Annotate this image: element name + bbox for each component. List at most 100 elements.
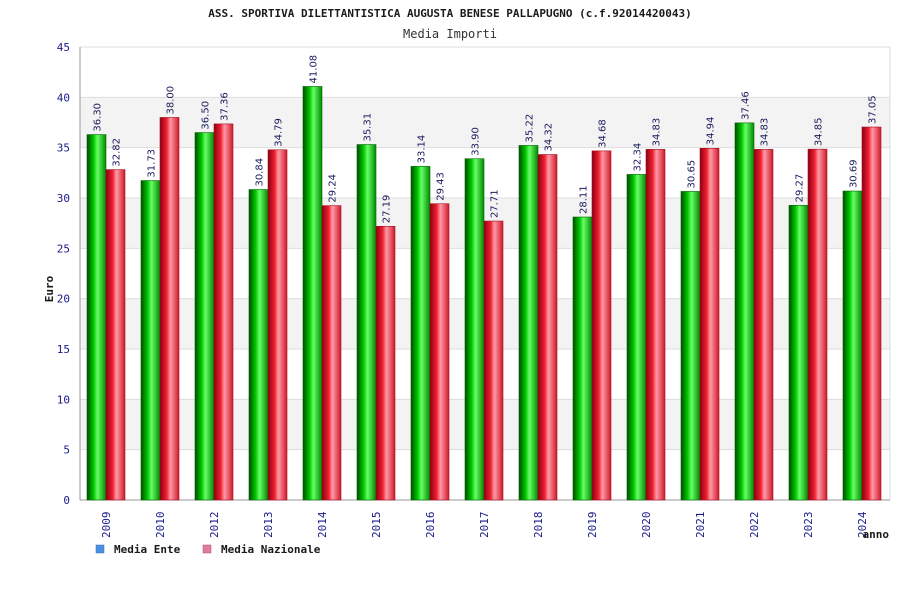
x-tick-label: 2018 <box>532 512 545 539</box>
y-tick-label: 30 <box>57 192 70 205</box>
bar-value-label: 34.85 <box>814 118 825 147</box>
chart-subtitle: Media Importi <box>403 27 497 41</box>
bar-value-label: 33.90 <box>471 127 482 156</box>
bar-media-nazionale <box>483 220 504 501</box>
bar-media-nazionale <box>429 203 450 501</box>
y-tick-label: 5 <box>63 444 70 457</box>
bar-value-label: 27.19 <box>382 195 393 224</box>
bar-media-ente <box>86 134 107 501</box>
bar-media-ente <box>464 158 485 501</box>
bar-media-nazionale <box>645 149 666 501</box>
value-labels-group: 36.30 32.82 31.73 38.00 36.50 37.36 30.84 34.79… <box>93 55 879 223</box>
bar-value-label: 37.36 <box>220 92 231 121</box>
bar-media-nazionale <box>105 169 126 501</box>
x-tick-label: 2019 <box>586 512 599 539</box>
bar-media-nazionale <box>267 149 288 501</box>
bar-media-nazionale <box>213 123 234 501</box>
y-axis-ticks: 0 5 10 15 20 25 30 35 40 45 <box>57 41 70 507</box>
bar-value-label: 41.08 <box>309 55 320 84</box>
bar-value-label: 28.11 <box>579 185 590 214</box>
bar-media-nazionale <box>699 147 720 501</box>
x-tick-label: 2012 <box>208 512 221 539</box>
bar-media-ente <box>734 122 755 501</box>
bar-value-label: 37.46 <box>741 91 752 120</box>
legend-swatch-media-ente <box>95 544 105 554</box>
legend: Media Ente Media Nazionale <box>95 543 321 556</box>
y-tick-label: 35 <box>57 142 70 155</box>
bar-value-label: 34.32 <box>544 123 555 152</box>
x-tick-label: 2009 <box>100 512 113 539</box>
y-tick-label: 0 <box>63 494 70 507</box>
bar-media-nazionale <box>375 225 396 501</box>
bar-value-label: 33.14 <box>417 135 428 164</box>
x-tick-label: 2010 <box>154 512 167 539</box>
bar-media-ente <box>842 190 863 501</box>
x-tick-label: 2022 <box>748 512 761 539</box>
bar-media-ente <box>356 144 377 501</box>
bar-media-ente <box>302 86 323 501</box>
bar-media-nazionale <box>537 154 558 501</box>
bar-value-label: 36.50 <box>201 101 212 130</box>
y-tick-label: 25 <box>57 242 70 255</box>
grid-band <box>80 47 890 98</box>
bar-media-nazionale <box>861 126 882 501</box>
bar-value-label: 34.68 <box>598 119 609 148</box>
legend-label-media-nazionale: Media Nazionale <box>221 543 321 556</box>
y-tick-label: 45 <box>57 41 70 54</box>
bar-value-label: 30.84 <box>255 158 266 187</box>
y-tick-label: 40 <box>57 91 70 104</box>
x-tick-label: 2015 <box>370 512 383 539</box>
bars-group <box>86 86 882 501</box>
x-tick-label: 2013 <box>262 512 275 539</box>
y-tick-label: 20 <box>57 293 70 306</box>
bar-media-ente <box>572 216 593 501</box>
bar-value-label: 36.30 <box>93 103 104 132</box>
chart-title: ASS. SPORTIVA DILETTANTISTICA AUGUSTA BE… <box>208 7 691 20</box>
y-tick-label: 10 <box>57 393 70 406</box>
x-tick-label: 2024 <box>856 511 869 538</box>
bar-media-ente <box>626 174 647 501</box>
x-tick-label: 2023 <box>802 512 815 539</box>
bar-media-ente <box>248 189 269 501</box>
bar-value-label: 35.22 <box>525 114 536 143</box>
bar-media-ente <box>518 145 539 501</box>
bar-value-label: 29.24 <box>328 174 339 203</box>
legend-swatch-media-nazionale <box>202 544 212 554</box>
bar-value-label: 34.79 <box>274 118 285 147</box>
bar-media-ente <box>680 191 701 501</box>
bar-media-ente <box>140 180 161 501</box>
legend-label-media-ente: Media Ente <box>114 543 181 556</box>
x-axis-ticks: 2009 2010 2012 2013 2014 2015 2016 2017 2018 2019… <box>100 511 869 538</box>
bar-value-label: 34.94 <box>706 117 717 146</box>
bar-value-label: 34.83 <box>652 118 663 147</box>
bar-value-label: 32.34 <box>633 143 644 172</box>
x-axis-label: anno <box>863 528 890 541</box>
y-axis-label: Euro <box>43 275 56 302</box>
y-tick-label: 15 <box>57 343 70 356</box>
bar-value-label: 32.82 <box>112 138 123 167</box>
bar-media-nazionale <box>591 150 612 501</box>
bar-media-nazionale <box>807 148 828 501</box>
bar-media-nazionale <box>753 149 774 501</box>
bar-value-label: 31.73 <box>147 149 158 178</box>
bar-value-label: 29.43 <box>436 172 447 201</box>
bar-media-nazionale <box>159 117 180 501</box>
x-tick-label: 2020 <box>640 512 653 539</box>
bar-media-ente <box>194 132 215 501</box>
bar-value-label: 38.00 <box>166 86 177 115</box>
bar-value-label: 29.27 <box>795 174 806 203</box>
bar-value-label: 30.65 <box>687 160 698 189</box>
bar-value-label: 34.83 <box>760 118 771 147</box>
x-tick-label: 2017 <box>478 512 491 539</box>
x-tick-label: 2021 <box>694 512 707 539</box>
bar-media-nazionale <box>321 205 342 501</box>
bar-value-label: 27.71 <box>490 189 501 218</box>
bar-media-ente <box>788 205 809 501</box>
bar-value-label: 30.69 <box>849 159 860 188</box>
bar-value-label: 37.05 <box>868 95 879 124</box>
x-tick-label: 2014 <box>316 511 329 538</box>
bar-value-label: 35.31 <box>363 113 374 142</box>
x-tick-label: 2016 <box>424 512 437 539</box>
bar-media-ente <box>410 166 431 501</box>
